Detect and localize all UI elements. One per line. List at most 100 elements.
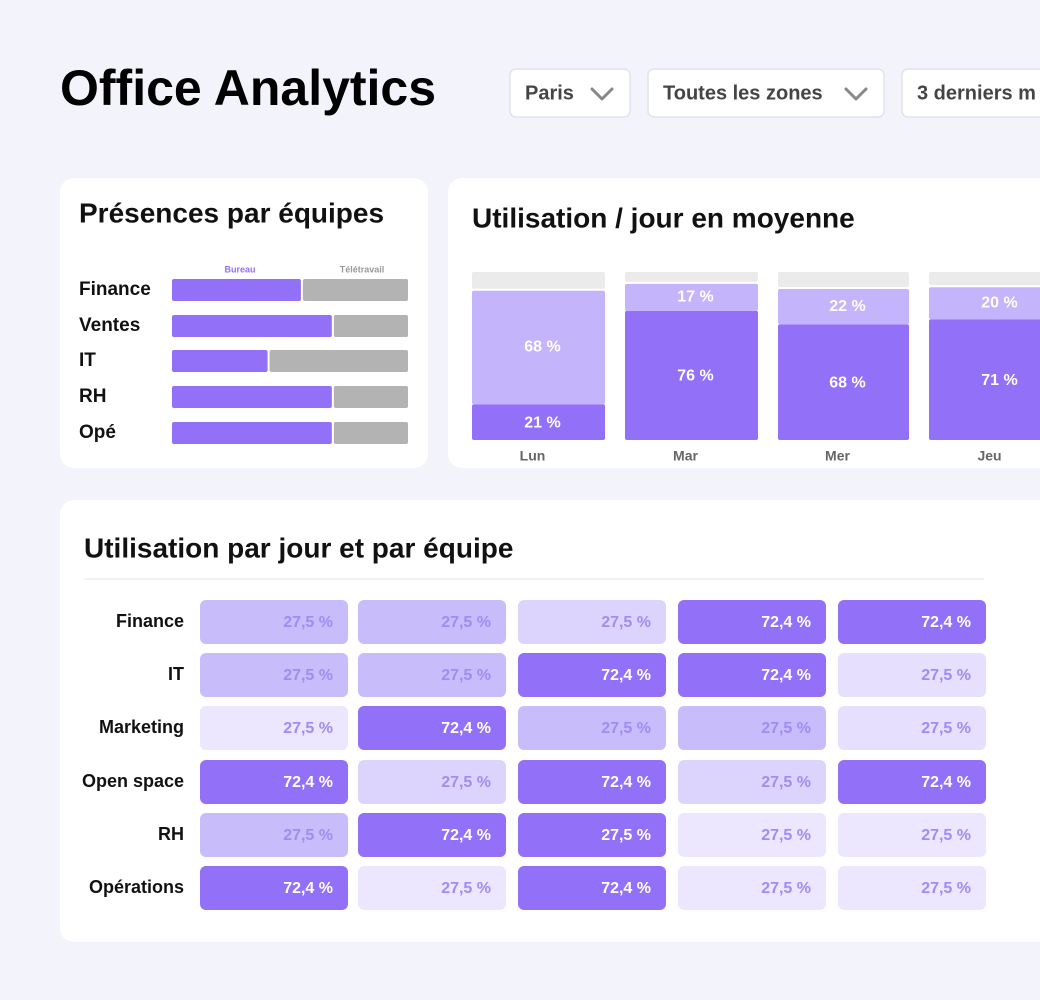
- cell-value-label: 27,5 %: [921, 827, 971, 844]
- cell-value-label: 72,4 %: [601, 880, 651, 897]
- cell-value-label: 72,4 %: [921, 614, 971, 631]
- bar-segment: [333, 422, 408, 444]
- bar-segment: [333, 386, 408, 408]
- cell-value-label: 72,4 %: [761, 614, 811, 631]
- dropdown-label: 3 derniers m: [917, 82, 1036, 104]
- dropdown-box: [509, 68, 631, 118]
- heatmap-cell: [200, 760, 348, 804]
- row-label: Ventes: [79, 315, 140, 336]
- page-title: Office Analytics: [60, 60, 436, 116]
- legend-label: Bureau: [224, 264, 255, 274]
- cell-value-label: 27,5 %: [441, 880, 491, 897]
- bar-segment: [625, 272, 758, 282]
- bar-segment: [625, 283, 758, 311]
- row-label: Opé: [79, 422, 116, 443]
- cell-value-label: 72,4 %: [921, 774, 971, 791]
- chevron-icon: [590, 87, 614, 101]
- heatmap-cell: [518, 600, 666, 644]
- row-label: IT: [168, 664, 184, 684]
- cell-value-label: 27,5 %: [761, 880, 811, 897]
- cell-value-label: 27,5 %: [601, 827, 651, 844]
- cell-value-label: 27,5 %: [921, 720, 971, 737]
- card-title: Utilisation par jour et par équipe: [84, 532, 513, 563]
- cell-value-label: 27,5 %: [921, 880, 971, 897]
- heatmap-cell: [678, 866, 826, 910]
- cell-value-label: 72,4 %: [441, 827, 491, 844]
- heatmap-cell: [200, 866, 348, 910]
- heatmap-cell: [838, 653, 986, 697]
- filter-dropdown[interactable]: Paris: [509, 68, 631, 118]
- bar-value-label: 20 %: [981, 295, 1017, 312]
- heatmap-cell: [358, 653, 506, 697]
- row-label: IT: [79, 350, 96, 371]
- row-label: Marketing: [99, 717, 184, 737]
- heatmap-cell: [358, 600, 506, 644]
- bar-segment: [172, 315, 332, 337]
- bar-value-label: 22 %: [829, 298, 865, 315]
- heatmap-cell: [838, 760, 986, 804]
- cell-value-label: 27,5 %: [283, 827, 333, 844]
- heatmap-cell: [358, 866, 506, 910]
- cell-value-label: 27,5 %: [921, 667, 971, 684]
- bar-segment: [778, 272, 909, 287]
- x-tick-label: Jeu: [977, 448, 1001, 464]
- heatmap-cell: [838, 866, 986, 910]
- heatmap-cell: [838, 706, 986, 750]
- heatmap-cell: [200, 706, 348, 750]
- bar-segment: [472, 404, 605, 440]
- x-tick-label: Lun: [520, 448, 546, 464]
- heatmap-cell: [518, 706, 666, 750]
- cell-value-label: 72,4 %: [283, 774, 333, 791]
- heatmap-cell: [200, 600, 348, 644]
- card-title: Utilisation / jour en moyenne: [472, 202, 855, 233]
- cell-value-label: 27,5 %: [283, 720, 333, 737]
- heatmap-cell: [518, 813, 666, 857]
- bar-segment: [625, 310, 758, 440]
- bar-segment: [778, 324, 909, 440]
- legend-label: Télétravail: [340, 264, 385, 274]
- cell-value-label: 27,5 %: [761, 720, 811, 737]
- bar-segment: [172, 422, 332, 444]
- filters: Paris Toutes les zones 3 derniers m: [509, 68, 1040, 118]
- x-tick-label: Mar: [673, 448, 698, 464]
- cell-value-label: 72,4 %: [283, 880, 333, 897]
- filter-dropdown[interactable]: Toutes les zones: [647, 68, 885, 118]
- heatmap-cell: [200, 813, 348, 857]
- bar-segment: [929, 287, 1040, 320]
- bar-value-label: 21 %: [524, 414, 560, 431]
- heatmap-cell: [358, 760, 506, 804]
- card-title: Présences par équipes: [79, 197, 384, 228]
- bar-segment: [333, 315, 408, 337]
- bar-segment: [172, 386, 332, 408]
- chevron-icon: [844, 87, 868, 101]
- bar-value-label: 68 %: [524, 339, 560, 356]
- bar-value-label: 68 %: [829, 374, 865, 391]
- bar-value-label: 17 %: [677, 289, 713, 306]
- heatmap-cell: [518, 760, 666, 804]
- row-label: RH: [79, 386, 106, 407]
- bar-segment: [472, 272, 605, 289]
- cell-value-label: 72,4 %: [601, 774, 651, 791]
- row-label: Opérations: [89, 877, 184, 897]
- bar-segment: [269, 350, 408, 372]
- heatmap-cell: [518, 866, 666, 910]
- heatmap-cell: [678, 653, 826, 697]
- row-label: Finance: [79, 279, 151, 300]
- heatmap-cell: [358, 813, 506, 857]
- heatmap-cell: [838, 600, 986, 644]
- filter-dropdown[interactable]: 3 derniers m: [901, 68, 1040, 118]
- cell-value-label: 72,4 %: [761, 667, 811, 684]
- heatmap-cell: [200, 653, 348, 697]
- row-label: RH: [158, 824, 184, 844]
- x-tick-label: Mer: [825, 448, 850, 464]
- bar-segment: [172, 350, 268, 372]
- row-label: Finance: [116, 611, 184, 631]
- cell-value-label: 27,5 %: [283, 614, 333, 631]
- dropdown-label: Paris: [525, 82, 574, 104]
- heatmap-cell: [678, 760, 826, 804]
- heatmap-cell: [678, 600, 826, 644]
- cell-value-label: 27,5 %: [761, 827, 811, 844]
- heatmap-cell: [358, 706, 506, 750]
